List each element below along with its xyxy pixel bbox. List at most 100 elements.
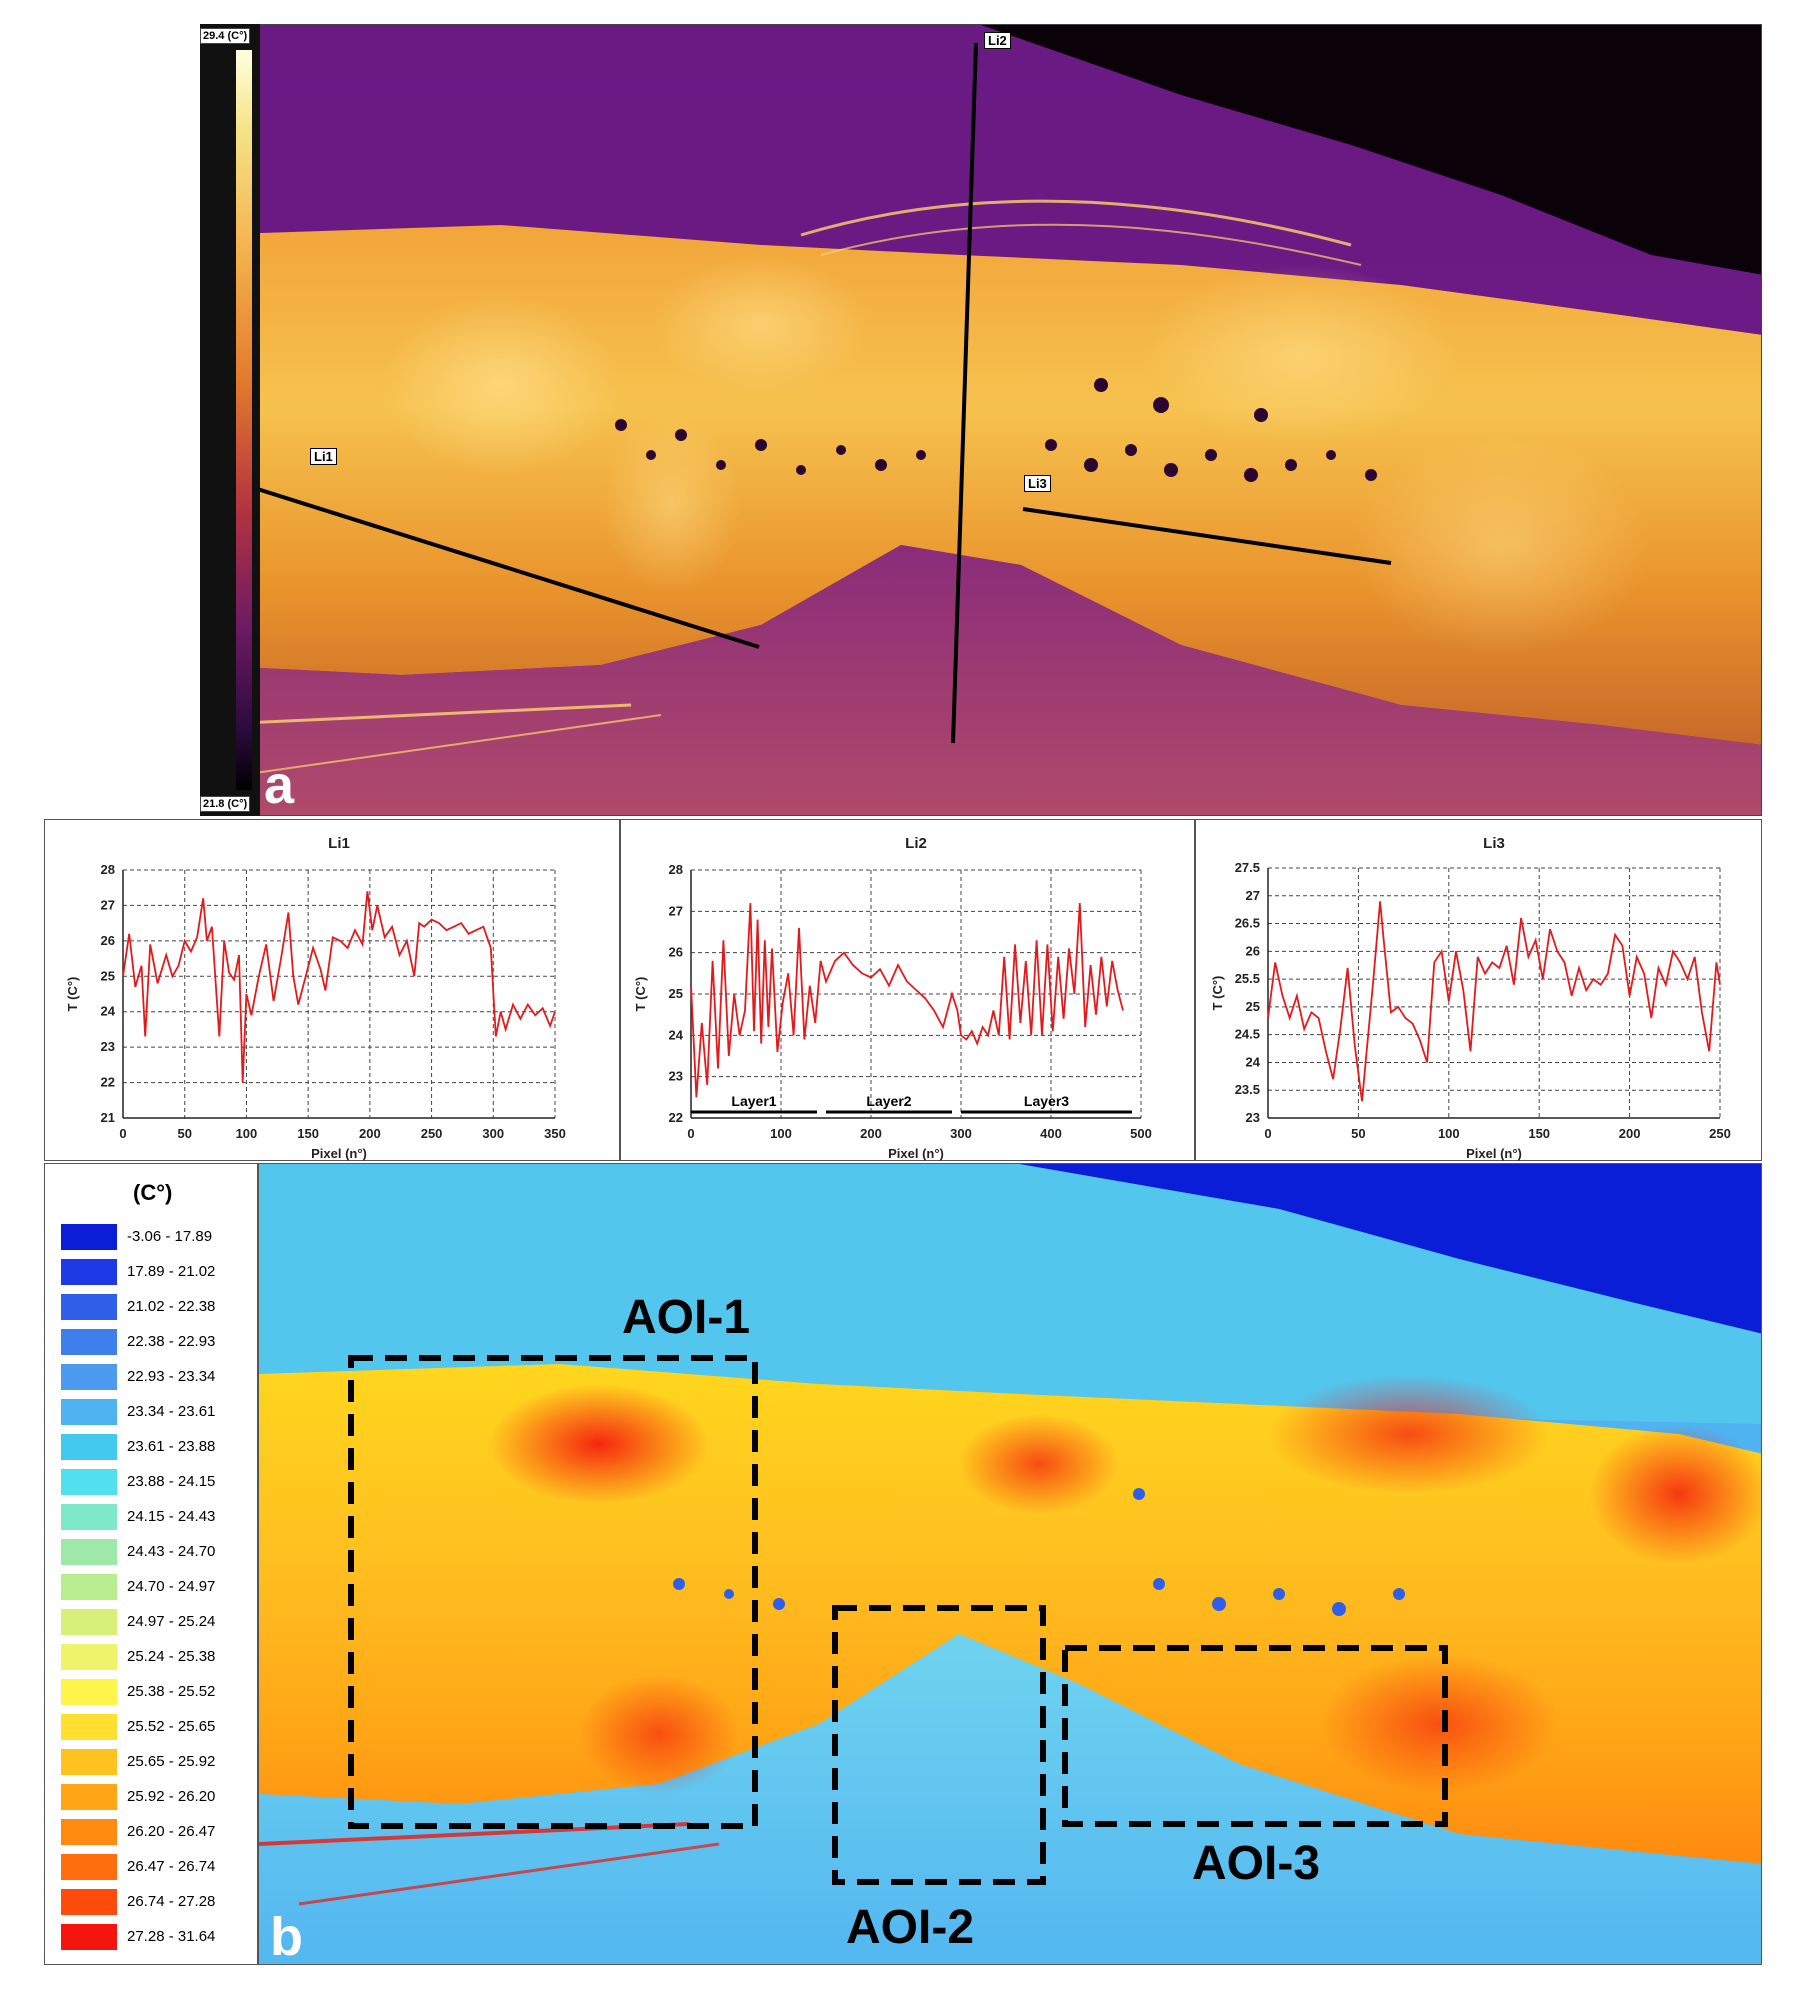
legend-label: 25.52 - 25.65	[127, 1718, 216, 1735]
y-tick-label: 26	[101, 933, 115, 948]
legend-row: 23.88 - 24.15	[61, 1469, 251, 1495]
profile-chart-li1: Li1 21 22 23 24 25 26 27 28 0 50 100 150 200 250 300 350…	[44, 819, 620, 1161]
profile-chart-li2-svg: Li2 22 23 24 25 26 27 28 0 100 200 300 400 500 Pixel (…	[633, 835, 1152, 1161]
x-tick-label: 100	[236, 1126, 258, 1141]
x-axis-label: Pixel (n°)	[888, 1146, 944, 1161]
x-tick-label: 200	[1619, 1126, 1641, 1141]
legend-row: 22.38 - 22.93	[61, 1329, 251, 1355]
x-tick-label: 350	[544, 1126, 566, 1141]
legend-row: 23.34 - 23.61	[61, 1399, 251, 1425]
legend-swatch	[61, 1889, 117, 1915]
x-tick-label: 300	[950, 1126, 972, 1141]
x-axis-label: Pixel (n°)	[1466, 1146, 1522, 1161]
series-line	[122, 891, 556, 1083]
y-tick-label: 22	[101, 1075, 115, 1090]
legend-row: 27.28 - 31.64	[61, 1924, 251, 1950]
x-axis-label: Pixel (n°)	[311, 1146, 367, 1161]
panel-letter-a: a	[264, 755, 295, 815]
legend-row: 24.97 - 25.24	[61, 1609, 251, 1635]
layer-label: Layer3	[1024, 1093, 1069, 1109]
x-tick-label: 500	[1130, 1126, 1152, 1141]
classified-map-panel-b	[258, 1163, 1762, 1965]
y-tick-label: 24.5	[1235, 1027, 1260, 1042]
legend-label: 23.34 - 23.61	[127, 1403, 216, 1420]
legend-label: -3.06 - 17.89	[127, 1228, 213, 1245]
legend-row: 26.47 - 26.74	[61, 1854, 251, 1880]
chart-title: Li1	[328, 835, 350, 852]
layer-label: Layer1	[731, 1093, 776, 1109]
y-tick-label: 28	[101, 862, 115, 877]
x-tick-label: 100	[770, 1126, 792, 1141]
legend-swatch	[61, 1434, 117, 1460]
series-line	[690, 903, 1124, 1098]
x-tick-label: 150	[1528, 1126, 1550, 1141]
legend-row: 25.38 - 25.52	[61, 1679, 251, 1705]
legend-label: 26.20 - 26.47	[127, 1823, 216, 1840]
thermal-image	[201, 25, 1761, 815]
x-tick-label: 100	[1438, 1126, 1460, 1141]
chart-title: Li3	[1483, 835, 1505, 852]
legend-swatch	[61, 1644, 117, 1670]
legend-label: 24.97 - 25.24	[127, 1613, 216, 1630]
aoi-3-label: AOI-3	[1192, 1837, 1321, 1890]
panel-letter-b: b	[270, 1907, 303, 1967]
profile-chart-li2: Li2 22 23 24 25 26 27 28 0 100 200 300 400 500 Pixel (…	[620, 819, 1195, 1161]
x-tick-label: 50	[177, 1126, 191, 1141]
y-tick-label: 27	[669, 903, 683, 918]
temperature-colorbar	[236, 50, 252, 790]
legend-swatch	[61, 1714, 117, 1740]
legend-row: 23.61 - 23.88	[61, 1434, 251, 1460]
classified-map	[259, 1164, 1761, 1964]
y-tick-label: 23	[101, 1039, 115, 1054]
legend-row: 25.65 - 25.92	[61, 1749, 251, 1775]
legend-swatch	[61, 1294, 117, 1320]
legend-label: 22.38 - 22.93	[127, 1333, 216, 1350]
legend-swatch	[61, 1609, 117, 1635]
aoi-2-label: AOI-2	[846, 1901, 975, 1954]
x-tick-label: 150	[297, 1126, 319, 1141]
y-tick-label: 26	[669, 945, 683, 960]
legend-swatch	[61, 1784, 117, 1810]
y-tick-label: 22	[669, 1110, 683, 1125]
x-tick-label: 250	[1709, 1126, 1731, 1141]
legend-row: 26.20 - 26.47	[61, 1819, 251, 1845]
scale-min-label: 21.8 (C°)	[200, 796, 251, 812]
chart-title: Li2	[905, 835, 927, 852]
y-tick-label: 25	[1246, 999, 1260, 1014]
x-tick-label: 0	[1264, 1126, 1271, 1141]
scale-max-label: 29.4 (C°)	[200, 28, 251, 44]
legend-label: 22.93 - 23.34	[127, 1368, 216, 1385]
legend-swatch	[61, 1854, 117, 1880]
layer-label: Layer2	[866, 1093, 911, 1109]
series-line	[1267, 901, 1721, 1102]
x-tick-label: 0	[687, 1126, 694, 1141]
legend-row: 24.70 - 24.97	[61, 1574, 251, 1600]
temperature-scale-a	[200, 24, 260, 816]
aoi-1-label: AOI-1	[622, 1291, 751, 1344]
profile-chart-li3-svg: Li3 23 23.5 24 24.5 25 25.5 26 26.5 27 27.5 0 50 100 1…	[1210, 835, 1731, 1161]
legend-label: 27.28 - 31.64	[127, 1928, 216, 1945]
legend-swatch	[61, 1399, 117, 1425]
legend-label: 25.38 - 25.52	[127, 1683, 216, 1700]
y-tick-label: 24	[669, 1027, 684, 1042]
y-tick-label: 27	[101, 897, 115, 912]
y-tick-label: 23	[1246, 1110, 1260, 1125]
y-tick-label: 25	[101, 968, 115, 983]
legend-swatch	[61, 1224, 117, 1250]
legend-label: 25.24 - 25.38	[127, 1648, 216, 1665]
legend-row: 21.02 - 22.38	[61, 1294, 251, 1320]
y-axis-label: T (C°)	[65, 977, 80, 1012]
legend-label: 25.65 - 25.92	[127, 1753, 216, 1770]
legend-label: 17.89 - 21.02	[127, 1263, 216, 1280]
legend-swatch	[61, 1679, 117, 1705]
y-tick-label: 26	[1246, 943, 1260, 958]
y-tick-label: 24	[1246, 1054, 1261, 1069]
legend-label: 24.43 - 24.70	[127, 1543, 216, 1560]
legend-label: 26.74 - 27.28	[127, 1893, 216, 1910]
legend-swatch	[61, 1364, 117, 1390]
y-tick-label: 25.5	[1235, 971, 1260, 986]
legend-row: 25.24 - 25.38	[61, 1644, 251, 1670]
x-tick-label: 400	[1040, 1126, 1062, 1141]
y-tick-label: 28	[669, 862, 683, 877]
legend-label: 23.61 - 23.88	[127, 1438, 216, 1455]
